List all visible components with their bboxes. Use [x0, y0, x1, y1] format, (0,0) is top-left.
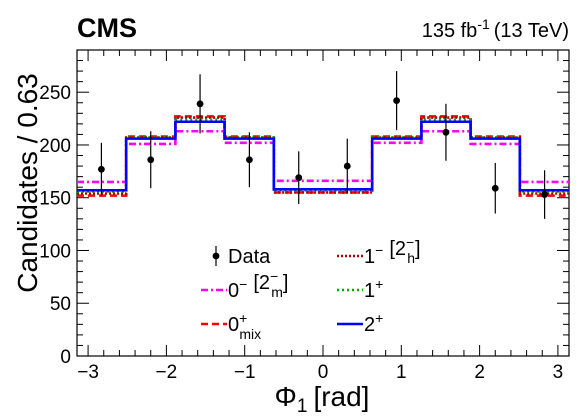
legend-label: 0+ mix: [228, 310, 261, 342]
series-line: [77, 116, 569, 195]
data-point: [393, 97, 401, 105]
data-point: [442, 128, 450, 136]
x-tick-label: −1: [234, 362, 256, 383]
luminosity-label: 135 fb-1 (13 TeV): [422, 16, 569, 42]
legend-label: 2+: [364, 310, 383, 336]
lumi-exponent: -1: [477, 16, 490, 32]
x-tick-label: 2: [474, 362, 485, 383]
legend-entry: Data: [212, 246, 271, 268]
x-tick-label: −3: [77, 362, 99, 383]
data-point: [97, 165, 105, 173]
y-tick-label: 50: [50, 294, 71, 315]
x-tick-label: 3: [553, 362, 564, 383]
y-axis-title: Candidates / 0.63: [12, 73, 43, 293]
legend-label: 1+: [364, 276, 383, 302]
series-line: [77, 129, 569, 184]
y-tick-label: 150: [39, 189, 71, 210]
x-axis-title: Φ1 [rad]: [275, 381, 370, 416]
x-tick-label: 0: [318, 362, 329, 383]
x-axis-symbol: Φ: [275, 381, 297, 412]
legend-entry: 2+: [337, 310, 383, 336]
experiment-label: CMS: [77, 13, 137, 43]
plot-area: −3 −2 −1 0 1 2 3 0 50 100 150 200 250: [39, 49, 570, 383]
x-tick-label: 1: [396, 362, 407, 383]
legend-label: Data: [228, 246, 271, 268]
legend-entry: 1+: [337, 276, 383, 302]
x-tick-label: −2: [156, 362, 178, 383]
data-point: [245, 156, 253, 164]
series-line: [77, 120, 569, 192]
legend-label: 1− [2− h]: [364, 234, 421, 268]
legend: Data 1− [2− h] 0− [2− m] 1+ 0+ mix 2+: [201, 234, 421, 342]
y-tick-label: 200: [39, 136, 71, 157]
data-point: [196, 100, 204, 108]
energy-value: (13 TeV): [494, 20, 569, 42]
legend-entry: 0+ mix: [201, 310, 261, 342]
legend-label: 0− [2− m]: [228, 268, 288, 302]
data-point: [147, 156, 155, 164]
data-point: [295, 174, 303, 182]
lumi-value: 135 fb: [422, 20, 478, 42]
data-point: [491, 184, 499, 192]
legend-entry: 1− [2− h]: [337, 234, 421, 268]
legend-data-marker: [212, 252, 220, 260]
y-tick-label: 0: [60, 347, 71, 368]
data-point: [343, 162, 351, 170]
y-tick-label: 100: [39, 241, 71, 262]
x-axis-subscript: 1: [297, 396, 308, 416]
legend-entry: 0− [2− m]: [201, 268, 288, 302]
x-axis-unit: [rad]: [313, 381, 369, 412]
data-point: [541, 191, 549, 198]
y-tick-label: 250: [39, 83, 71, 104]
